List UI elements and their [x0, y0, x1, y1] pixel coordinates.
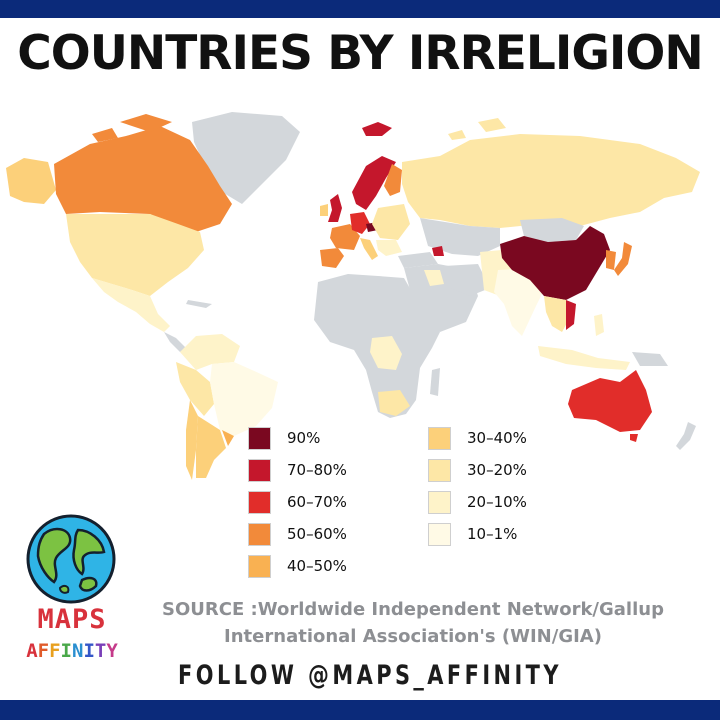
region-vietnam: [566, 300, 576, 330]
logo-letter: N: [72, 640, 84, 662]
region-south-africa: [378, 390, 410, 416]
legend-swatch: [248, 522, 271, 546]
legend-label: 70–80%: [287, 461, 347, 479]
legend-swatch: [248, 554, 271, 578]
region-madagascar: [430, 368, 440, 396]
region-france: [330, 224, 360, 250]
legend-item: 40–50%: [248, 554, 347, 578]
legend-label: 30–40%: [467, 429, 527, 447]
logo-maps-text: MAPS: [37, 604, 107, 635]
source-line-1: SOURCE :Worldwide Independent Network/Ga…: [162, 599, 664, 620]
legend-swatch: [248, 426, 271, 450]
logo-letter: I: [60, 640, 72, 662]
region-philippines: [594, 314, 604, 336]
legend-label: 30–20%: [467, 461, 527, 479]
legend-item: 60–70%: [248, 490, 347, 514]
top-border: [0, 0, 720, 18]
logo-affinity-text: AFFINITY: [18, 640, 126, 662]
region-caribbean: [186, 300, 212, 308]
region-new-guinea: [632, 352, 668, 366]
legend-swatch: [428, 490, 451, 514]
bottom-border: [0, 700, 720, 720]
region-korea: [606, 250, 616, 270]
logo-letter: F: [37, 640, 50, 662]
world-map: [6, 112, 700, 480]
region-balkans: [376, 240, 402, 256]
region-uk: [328, 194, 342, 222]
region-norway-sweden: [352, 156, 396, 210]
legend-item: 10–1%: [428, 522, 517, 546]
legend-swatch: [248, 490, 271, 514]
region-colombia-venezuela: [180, 334, 240, 370]
region-armenia-georgia: [432, 246, 444, 256]
source-credit: SOURCE :Worldwide Independent Network/Ga…: [118, 596, 708, 650]
legend-item: 30–20%: [428, 458, 527, 482]
region-uruguay: [222, 430, 234, 446]
legend-swatch: [428, 426, 451, 450]
region-russia: [402, 134, 700, 228]
region-new-zealand: [676, 422, 696, 450]
region-canada-islands: [92, 114, 172, 142]
legend-swatch: [428, 458, 451, 482]
region-tasmania: [630, 434, 638, 442]
map-title: COUNTRIES BY IRRELIGION: [17, 26, 703, 81]
region-alaska: [6, 158, 56, 204]
region-mexico: [92, 278, 170, 332]
region-russia-islands: [448, 118, 506, 140]
source-line-2: International Association's (WIN/GIA): [224, 626, 602, 647]
legend-item: 20–10%: [428, 490, 527, 514]
legend-swatch: [428, 522, 451, 546]
legend-item: 30–40%: [428, 426, 527, 450]
legend-item: 50–60%: [248, 522, 347, 546]
logo-letter: I: [83, 640, 95, 662]
region-brazil: [210, 362, 278, 436]
region-mongolia: [520, 218, 584, 242]
region-iceland: [362, 122, 392, 136]
region-canada: [54, 126, 232, 232]
region-chile: [186, 400, 198, 480]
region-iraq: [424, 270, 444, 286]
region-finland: [384, 164, 402, 196]
legend: 90% 70–80% 60–70% 50–60% 40–50% 30–40% 3…: [248, 426, 578, 586]
region-drc: [370, 336, 402, 370]
legend-label: 50–60%: [287, 525, 347, 543]
logo-letter: A: [26, 640, 38, 662]
logo-letter: Y: [106, 640, 118, 662]
legend-item: 70–80%: [248, 458, 347, 482]
region-italy: [360, 238, 378, 260]
region-iran: [444, 264, 490, 296]
follow-handle: FOLLOW @MAPS_AFFINITY: [178, 660, 562, 691]
region-turkey: [398, 252, 438, 268]
region-ireland: [320, 204, 328, 216]
legend-label: 40–50%: [287, 557, 347, 575]
region-spain-portugal: [320, 248, 344, 268]
maps-affinity-logo: MAPS AFFINITY: [18, 512, 128, 672]
region-usa: [66, 214, 204, 296]
region-indonesia: [538, 346, 630, 370]
logo-letter: F: [49, 640, 61, 662]
legend-swatch: [248, 458, 271, 482]
region-germany-benelux: [350, 212, 370, 234]
region-japan: [614, 242, 632, 276]
region-australia: [568, 370, 652, 432]
region-eastern-europe: [372, 204, 410, 240]
region-greenland: [192, 112, 300, 204]
legend-label: 90%: [287, 429, 321, 447]
legend-label: 10–1%: [467, 525, 518, 543]
region-peru-bolivia: [176, 362, 214, 416]
region-central-america: [164, 332, 186, 352]
legend-label: 60–70%: [287, 493, 347, 511]
legend-label: 20–10%: [467, 493, 527, 511]
globe-icon: [26, 514, 116, 604]
region-china: [500, 226, 610, 300]
region-argentina: [196, 416, 226, 478]
region-indochina: [544, 296, 572, 332]
logo-letter: T: [94, 640, 107, 662]
legend-item: 90%: [248, 426, 320, 450]
